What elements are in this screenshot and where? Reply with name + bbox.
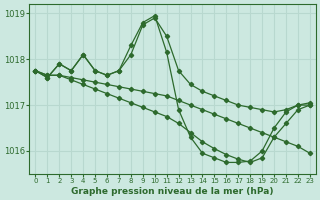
X-axis label: Graphe pression niveau de la mer (hPa): Graphe pression niveau de la mer (hPa) xyxy=(71,187,274,196)
